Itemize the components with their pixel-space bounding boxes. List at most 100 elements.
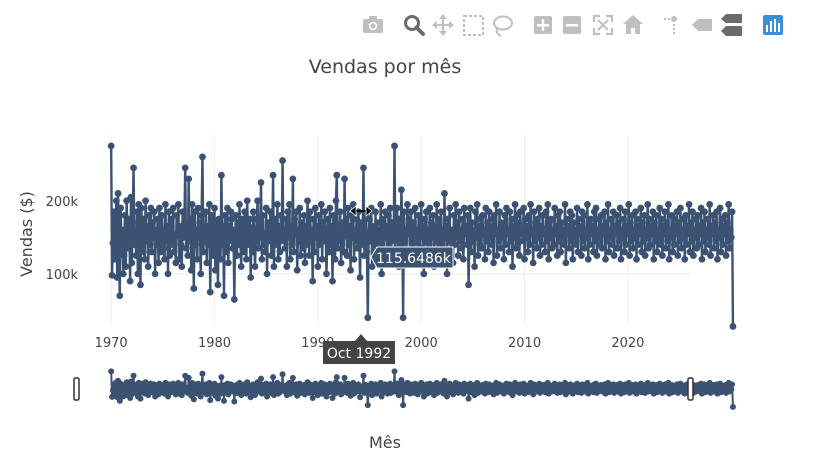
data-point[interactable] [250, 226, 258, 234]
data-point[interactable] [432, 237, 440, 245]
data-point[interactable] [674, 252, 682, 259]
data-point[interactable] [421, 215, 429, 223]
data-point[interactable] [213, 237, 221, 245]
data-point[interactable] [451, 241, 459, 249]
data-point[interactable] [396, 215, 404, 223]
data-point[interactable] [159, 230, 167, 238]
data-point[interactable] [610, 252, 618, 259]
data-point[interactable] [646, 215, 653, 223]
data-point[interactable] [478, 211, 486, 219]
data-point[interactable] [273, 201, 281, 208]
data-point[interactable] [257, 179, 265, 186]
data-point[interactable] [161, 255, 168, 263]
data-point[interactable] [480, 226, 488, 234]
data-point[interactable] [180, 233, 187, 241]
data-point[interactable] [244, 241, 252, 249]
data-point[interactable] [726, 244, 733, 252]
data-point[interactable] [368, 263, 376, 270]
data-point[interactable] [575, 215, 583, 223]
data-point[interactable] [614, 244, 621, 252]
data-point[interactable] [377, 201, 385, 208]
data-point[interactable] [583, 233, 590, 241]
data-point[interactable] [463, 241, 471, 249]
data-point[interactable] [577, 222, 584, 230]
data-point[interactable] [665, 255, 673, 263]
data-point[interactable] [193, 226, 200, 234]
data-point[interactable] [153, 241, 161, 249]
data-point[interactable] [671, 241, 678, 249]
data-point[interactable] [373, 219, 381, 227]
data-point[interactable] [523, 222, 531, 230]
data-point[interactable] [243, 197, 251, 205]
data-point[interactable] [470, 226, 478, 234]
data-point[interactable] [702, 248, 709, 256]
data-point[interactable] [569, 255, 577, 263]
data-point[interactable] [521, 255, 528, 263]
hover-closest-icon[interactable] [692, 19, 712, 31]
data-point[interactable] [602, 219, 610, 227]
data-point[interactable] [630, 226, 638, 234]
data-point[interactable] [240, 248, 248, 256]
data-point[interactable] [238, 215, 246, 223]
data-point[interactable] [621, 208, 629, 216]
data-point[interactable] [379, 215, 386, 223]
data-point[interactable] [456, 237, 464, 245]
zoom-out-icon[interactable] [563, 16, 581, 34]
data-point[interactable] [529, 259, 537, 267]
data-point[interactable] [174, 230, 181, 238]
data-point[interactable] [707, 252, 714, 259]
data-point[interactable] [589, 222, 596, 230]
data-point[interactable] [670, 215, 677, 223]
data-point[interactable] [241, 208, 249, 216]
data-point[interactable] [229, 244, 237, 252]
data-point[interactable] [356, 274, 364, 281]
data-point[interactable] [143, 222, 151, 230]
reset-axes-icon[interactable] [623, 15, 643, 34]
data-point[interactable] [168, 215, 175, 223]
data-point[interactable] [459, 215, 466, 223]
data-point[interactable] [622, 241, 630, 249]
data-point[interactable] [296, 204, 304, 212]
data-point[interactable] [515, 252, 523, 259]
data-point[interactable] [279, 157, 286, 164]
data-point[interactable] [298, 233, 306, 241]
data-point[interactable] [253, 215, 261, 223]
data-point[interactable] [450, 211, 458, 219]
data-point[interactable] [485, 208, 493, 216]
data-point[interactable] [342, 215, 350, 223]
data-point[interactable] [309, 277, 317, 285]
data-point[interactable] [528, 226, 536, 234]
data-point[interactable] [315, 211, 323, 219]
data-point[interactable] [602, 255, 609, 263]
data-point[interactable] [378, 270, 385, 278]
data-point[interactable] [335, 226, 342, 234]
data-point[interactable] [342, 230, 349, 238]
data-point[interactable] [625, 201, 633, 208]
data-point[interactable] [527, 201, 534, 208]
data-point[interactable] [294, 226, 302, 234]
data-point[interactable] [203, 259, 211, 267]
data-point[interactable] [644, 201, 652, 208]
data-point[interactable] [613, 211, 621, 219]
data-point[interactable] [323, 270, 330, 278]
data-point[interactable] [475, 222, 483, 230]
data-point[interactable] [500, 255, 508, 263]
data-point[interactable] [568, 211, 576, 219]
camera-icon[interactable] [363, 16, 383, 33]
data-point[interactable] [437, 208, 445, 216]
data-point[interactable] [443, 270, 451, 278]
data-point[interactable] [653, 248, 661, 256]
data-point[interactable] [329, 277, 336, 285]
data-point[interactable] [364, 314, 372, 322]
data-point[interactable] [660, 230, 668, 238]
data-point[interactable] [561, 201, 569, 208]
data-point[interactable] [474, 252, 482, 259]
data-point[interactable] [717, 248, 725, 256]
data-point[interactable] [341, 175, 348, 183]
data-point[interactable] [536, 252, 544, 259]
data-point[interactable] [333, 171, 341, 179]
data-point[interactable] [195, 233, 203, 241]
data-point[interactable] [600, 230, 608, 238]
hover-compare-icon[interactable] [721, 14, 742, 36]
data-point[interactable] [256, 222, 264, 230]
